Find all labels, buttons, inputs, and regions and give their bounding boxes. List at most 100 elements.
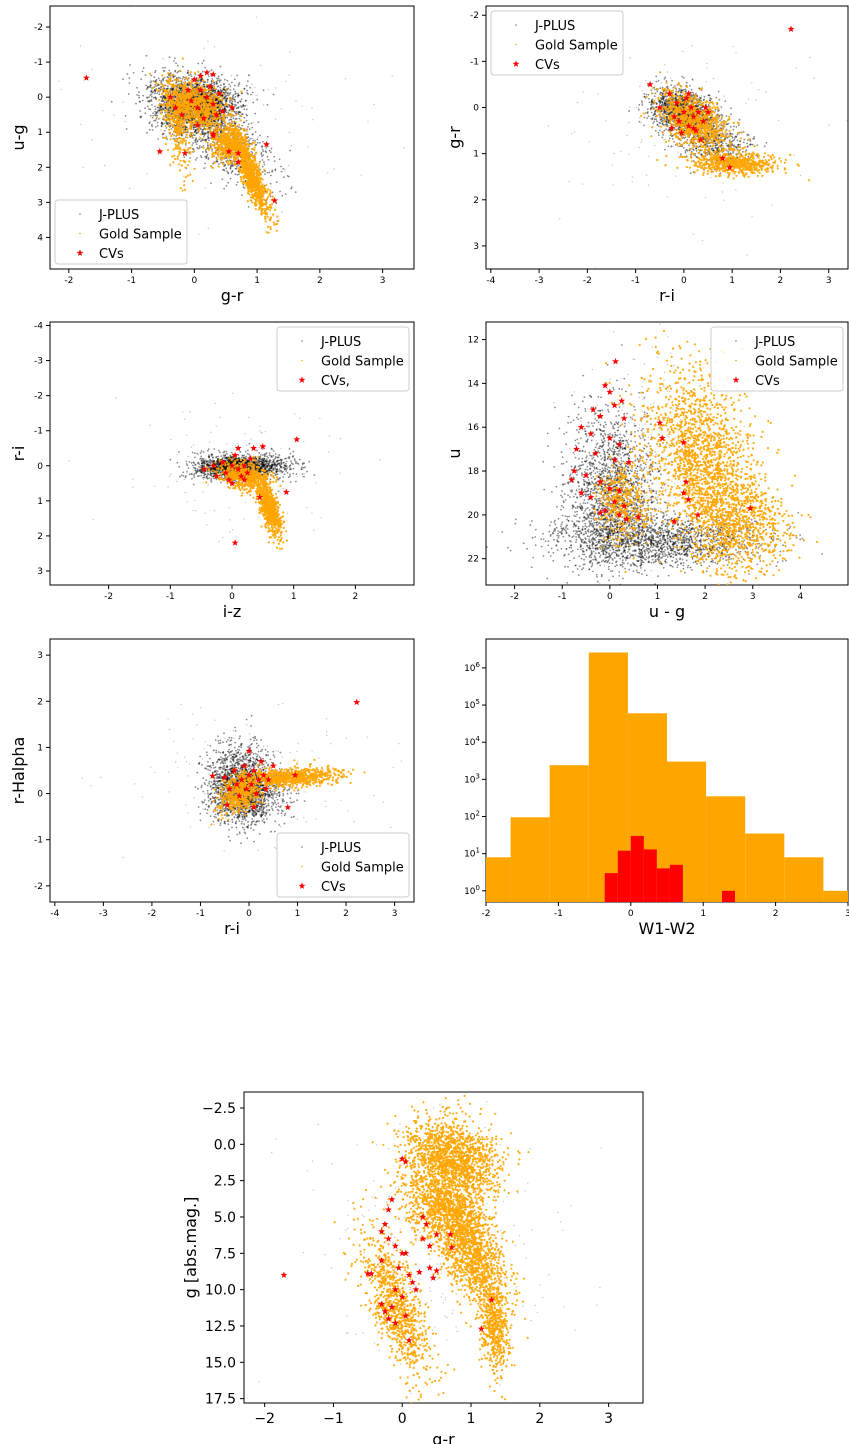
x-tick-label: 2: [702, 592, 708, 602]
y-tick-label: 102: [464, 810, 480, 823]
x-tick-label: 1: [655, 592, 661, 602]
x-tick-label: −1: [323, 1411, 344, 1427]
plot-layer-p1: [58, 6, 405, 235]
y-tick-label: 22: [468, 555, 479, 565]
cv-star-p4-9: [587, 430, 595, 437]
cv-star-p4-31: [658, 434, 666, 442]
cv-star-p1-23: [225, 147, 233, 155]
y-tick-label: 104: [464, 735, 480, 748]
legend-label: Gold Sample: [321, 355, 404, 370]
legend-marker-gold: [301, 865, 303, 868]
cv-star-p4-8: [577, 423, 585, 431]
cv-star-p3-16: [259, 442, 267, 450]
cv-star-p3-15: [250, 444, 257, 452]
cv-star-p7-11: [398, 1155, 406, 1162]
y-tick-label: −2.5: [202, 1101, 236, 1117]
legend-marker-cv: [298, 882, 306, 889]
y-tick-label: -4: [34, 322, 43, 332]
y-axis-label: g-r: [445, 126, 464, 149]
plot-layer-p7: [258, 1092, 603, 1403]
y-tick-label: -2: [34, 23, 43, 33]
cv-star-p4-15: [625, 458, 633, 466]
y-tick-label: -2: [470, 11, 479, 21]
y-tick-label: 12.5: [205, 1319, 236, 1335]
cv-star-p2-20: [726, 163, 734, 171]
legend-marker-jplus: [301, 846, 303, 848]
cv-star-p2-2: [666, 90, 673, 97]
hist-bar-cv-4: [656, 868, 670, 902]
legend: J-PLUS Gold Sample CVs: [710, 326, 844, 392]
legend: J-PLUS Gold Sample CVs,: [276, 326, 410, 392]
plot-layer-p6: [486, 652, 848, 902]
cv-star-p5-24: [262, 785, 270, 792]
cv-star-p7-23: [409, 1278, 416, 1286]
y-tick-label: 2.5: [214, 1174, 236, 1190]
cv-star-p2-15: [704, 108, 712, 115]
cv-star-p5-18: [269, 762, 277, 769]
cv-star-p7-19: [398, 1249, 406, 1257]
cv-star-p1-20: [194, 121, 201, 129]
y-tick-label: 16: [468, 423, 480, 433]
cv-star-p1-15: [216, 90, 223, 97]
hist-bar-gold-9: [823, 890, 848, 902]
cv-star-p1-4: [178, 111, 186, 118]
cv-star-p3-3: [219, 458, 227, 466]
cv-star-p3-10: [240, 462, 248, 469]
cv-star-p5-21: [223, 801, 231, 808]
cv-star-p3-2: [213, 472, 220, 480]
cv-star-p7-16: [378, 1227, 385, 1235]
cv-star-p3-4: [222, 469, 230, 476]
cv-star-p3-20: [231, 539, 239, 546]
y-tick-label: 2: [37, 532, 43, 542]
legend: J-PLUS Gold Sample CVs: [490, 10, 624, 76]
gold-sample-points: [593, 329, 819, 585]
cv-star-p7-37: [477, 1325, 485, 1332]
y-tick-label: -2: [34, 392, 43, 402]
cv-star-p7-8: [398, 1293, 406, 1300]
y-tick-label: 10.0: [205, 1283, 236, 1299]
legend-label: Gold Sample: [99, 228, 182, 243]
cv-star-p7-30: [426, 1264, 434, 1271]
chart-p7: −2 −1 0 1 2 3 −2.5 0.0 2.5 5.0 7.5 10.0 12.5 15.0 17.5…: [181, 1091, 644, 1444]
plot-layer-p5: [81, 698, 403, 891]
cv-star-p5-3: [231, 766, 238, 774]
x-tick-label: 0: [246, 909, 252, 919]
cv-star-p5-0: [209, 772, 216, 779]
y-tick-label: 17.5: [205, 1392, 236, 1408]
x-tick-label: 1: [291, 592, 297, 602]
y-tick-label: 106: [464, 661, 480, 674]
cv-star-p5-11: [248, 780, 255, 788]
cv-star-p4-5: [596, 412, 604, 420]
x-tick-label: 3: [826, 276, 832, 286]
x-tick-label: 1: [295, 909, 301, 919]
x-tick-label: -2: [64, 276, 73, 286]
cv-star-p1-25: [234, 158, 242, 165]
y-tick-label: 18: [468, 467, 480, 477]
cv-star-p1-26: [263, 140, 270, 148]
cv-star-p4-4: [589, 406, 597, 413]
cv-series: [568, 357, 754, 525]
y-tick-label: 100: [464, 884, 480, 897]
y-tick-label: 1: [473, 150, 479, 160]
cv-star-p2-10: [690, 113, 697, 120]
y-tick-label: 3: [473, 242, 479, 252]
cv-star-p4-19: [606, 485, 614, 492]
cv-star-p7-29: [426, 1242, 434, 1249]
x-tick-label: 2: [535, 1411, 544, 1427]
cv-star-p4-1: [601, 382, 609, 389]
cv-star-p1-28: [181, 149, 189, 157]
legend-marker-gold: [515, 43, 517, 46]
x-tick-label: 0: [628, 909, 634, 919]
hist-bar-cv-2: [630, 835, 644, 902]
x-axis-label: g-r: [432, 1430, 455, 1444]
x-tick-label: 0: [398, 1411, 407, 1427]
cv-star-p7-0: [280, 1271, 288, 1278]
cv-star-p1-5: [184, 86, 192, 94]
cv-star-p7-15: [381, 1220, 389, 1228]
legend-label: CVs: [535, 58, 560, 73]
chart-p6: -2 -1 0 1 2 3 100 101 102 103 104 105 106 W1-W2: [464, 638, 849, 938]
hist-bar-cv-5: [669, 864, 683, 902]
y-tick-label: 14: [468, 379, 480, 389]
cv-star-p5-19: [284, 803, 292, 811]
x-tick-label: 2: [343, 909, 349, 919]
